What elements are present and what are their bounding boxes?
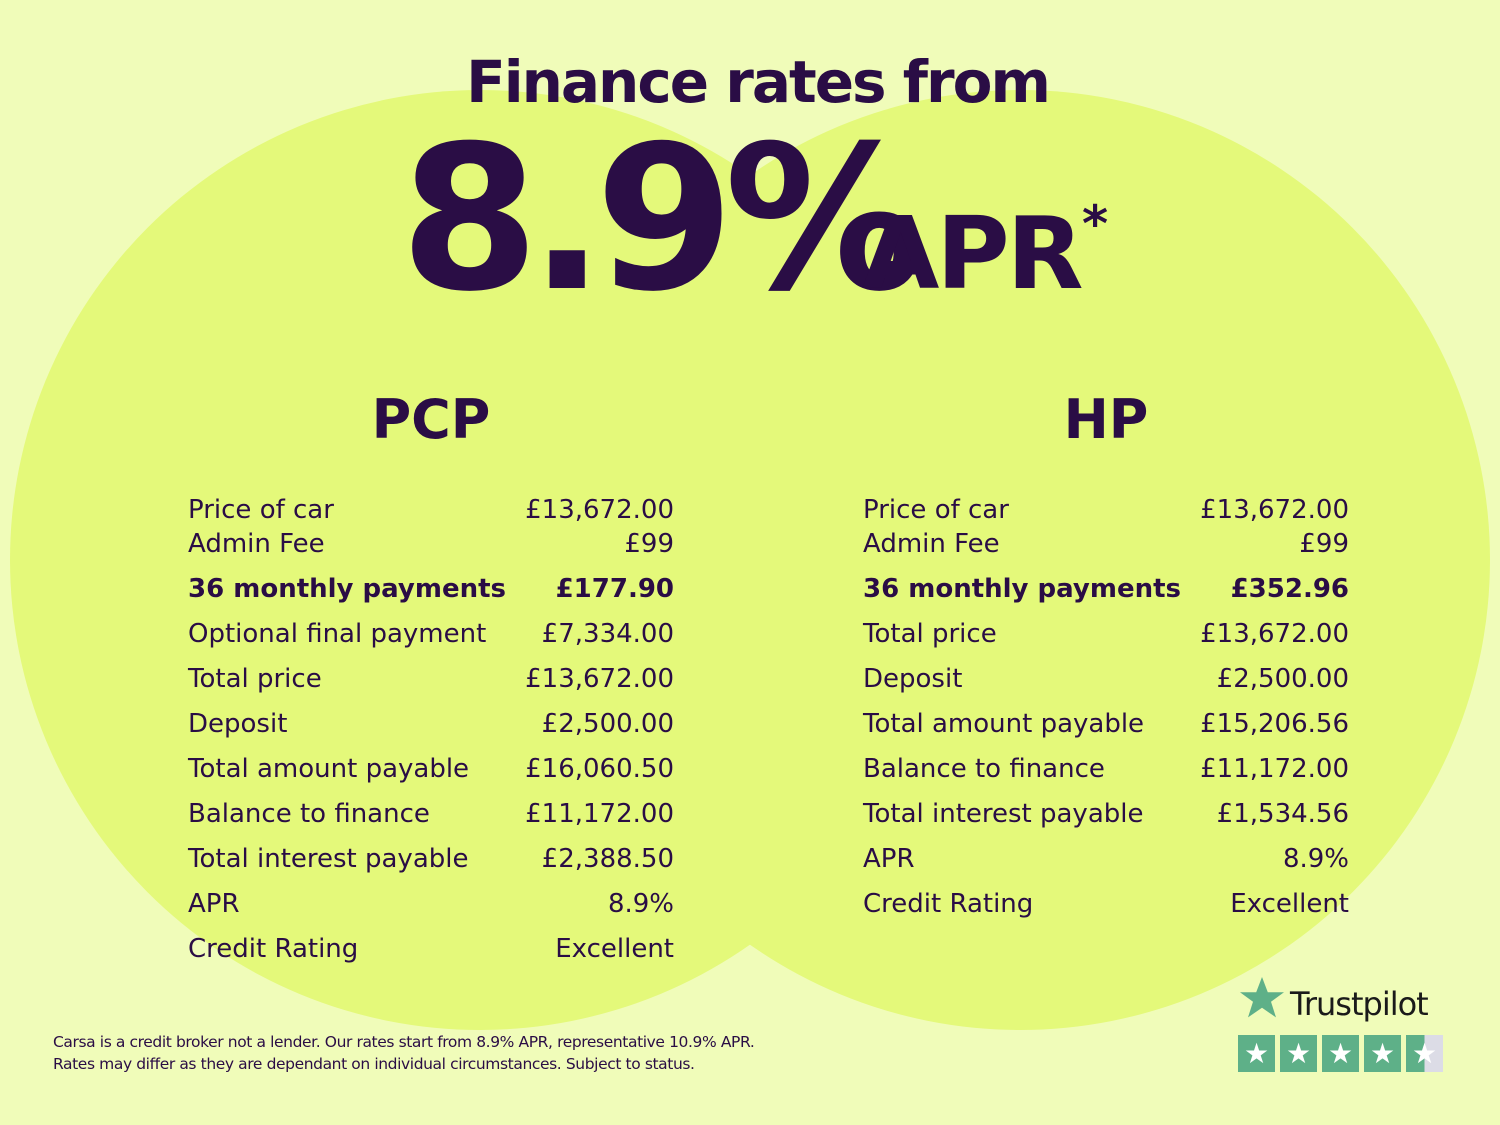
rating-star-icon: ★ (1238, 1035, 1275, 1072)
row-value: £13,672.00 (1200, 619, 1349, 649)
rating-star-icon: ★ (1406, 1035, 1443, 1072)
table-row: Total amount payable £15,206.56 (863, 704, 1349, 749)
table-row: Admin Fee £99 (863, 524, 1349, 569)
background-circle-right (550, 90, 1490, 1030)
trustpilot-rating: ★ ★ ★ ★ ★ (1238, 1035, 1443, 1072)
row-label: Optional final payment (188, 619, 487, 649)
hp-table: HP Price of car £13,672.00 Admin Fee £99 36 … (863, 380, 1349, 929)
table-row: APR 8.9% (188, 884, 674, 929)
row-label: APR (863, 844, 915, 874)
pcp-title: PCP (371, 388, 491, 451)
row-label: 36 monthly payments (863, 574, 1181, 604)
row-value: £11,172.00 (1200, 754, 1349, 784)
headline: Finance rates from (466, 48, 1051, 116)
table-row: Balance to finance £11,172.00 (863, 749, 1349, 794)
row-value: £99 (624, 529, 674, 559)
table-row: Total price £13,672.00 (188, 659, 674, 704)
row-label: Balance to finance (188, 799, 430, 829)
row-value: £352.96 (1230, 574, 1349, 604)
table-row: Credit Rating Excellent (863, 884, 1349, 929)
rating-star-icon: ★ (1280, 1035, 1317, 1072)
row-label: Deposit (863, 664, 963, 694)
pcp-table: PCP Price of car £13,672.00 Admin Fee £99 36… (188, 380, 674, 974)
row-label: Price of car (863, 495, 1009, 525)
row-value: £15,206.56 (1200, 709, 1349, 739)
row-value: 8.9% (1282, 844, 1349, 874)
row-label: Total price (863, 619, 997, 649)
table-row: Total interest payable £2,388.50 (188, 839, 674, 884)
row-label: APR (188, 889, 240, 919)
table-row: Total interest payable £1,534.56 (863, 794, 1349, 839)
table-row: APR 8.9% (863, 839, 1349, 884)
row-value: Excellent (1230, 889, 1349, 919)
table-row: Deposit £2,500.00 (188, 704, 674, 749)
row-value: £16,060.50 (525, 754, 674, 784)
row-label: Credit Rating (863, 889, 1034, 919)
asterisk: * (1082, 195, 1109, 253)
apr-label: APR (862, 195, 1084, 312)
row-value: £7,334.00 (541, 619, 674, 649)
table-row: Price of car £13,672.00 (863, 490, 1349, 525)
row-value: £2,500.00 (541, 709, 674, 739)
rating-star-icon: ★ (1322, 1035, 1359, 1072)
row-label: Deposit (188, 709, 288, 739)
row-label: Admin Fee (863, 529, 1000, 559)
table-row: 36 monthly payments £177.90 (188, 569, 674, 614)
row-value: £11,172.00 (525, 799, 674, 829)
row-label: Total price (188, 664, 322, 694)
table-row: Admin Fee £99 (188, 524, 674, 569)
row-label: Admin Fee (188, 529, 325, 559)
table-row: Total price £13,672.00 (863, 614, 1349, 659)
table-row: Deposit £2,500.00 (863, 659, 1349, 704)
row-value: £99 (1299, 529, 1349, 559)
disclaimer-line-1: Carsa is a credit broker not a lender. O… (53, 1033, 755, 1051)
row-value: £13,672.00 (1200, 495, 1349, 525)
row-label: Total amount payable (863, 709, 1145, 739)
rate-value: 8.9% (400, 103, 925, 336)
table-row: Balance to finance £11,172.00 (188, 794, 674, 839)
table-row: 36 monthly payments £352.96 (863, 569, 1349, 614)
row-label: Balance to finance (863, 754, 1105, 784)
row-value: £2,500.00 (1216, 664, 1349, 694)
row-label: Credit Rating (188, 934, 359, 964)
row-label: Total interest payable (863, 799, 1144, 829)
row-label: Price of car (188, 495, 334, 525)
table-row: Price of car £13,672.00 (188, 490, 674, 525)
table-row: Optional final payment £7,334.00 (188, 614, 674, 659)
row-value: £2,388.50 (541, 844, 674, 874)
row-value: Excellent (555, 934, 674, 964)
row-value: £177.90 (555, 574, 674, 604)
table-row: Credit Rating Excellent (188, 929, 674, 974)
table-row: Total amount payable £16,060.50 (188, 749, 674, 794)
row-value: £1,534.56 (1216, 799, 1349, 829)
hp-title: HP (1063, 388, 1149, 451)
trustpilot-name: Trustpilot (1290, 985, 1429, 1023)
row-label: 36 monthly payments (188, 574, 506, 604)
trustpilot-star-icon (1240, 977, 1284, 1018)
row-value: 8.9% (607, 889, 674, 919)
rating-star-icon: ★ (1364, 1035, 1401, 1072)
row-value: £13,672.00 (525, 495, 674, 525)
row-value: £13,672.00 (525, 664, 674, 694)
disclaimer: Carsa is a credit broker not a lender. O… (53, 1031, 755, 1075)
disclaimer-line-2: Rates may differ as they are dependant o… (53, 1055, 695, 1073)
row-label: Total amount payable (188, 754, 470, 784)
row-label: Total interest payable (188, 844, 469, 874)
